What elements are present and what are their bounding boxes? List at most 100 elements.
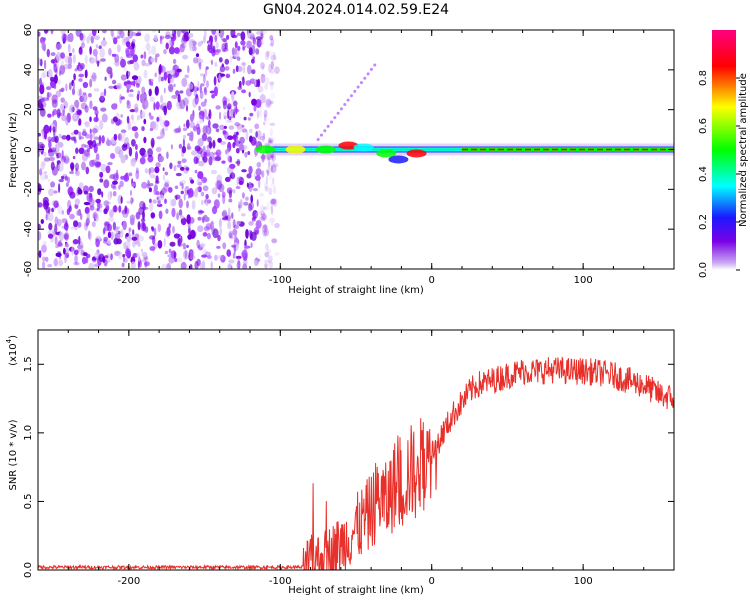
noise-speckle [110,73,113,80]
noise-speckle [105,139,112,146]
noise-speckle [213,152,220,156]
noise-speckle [74,198,80,206]
spectrogram-x-axis-label: Height of straight line (km) [288,285,424,296]
noise-speckle [89,205,95,211]
noise-speckle [65,182,69,188]
noise-speckle [93,88,100,92]
noise-speckle [232,134,239,141]
noise-speckle [237,45,241,51]
noise-speckle [149,183,154,187]
noise-speckle [228,232,233,238]
noise-speckle [72,54,76,64]
noise-speckle [263,132,266,138]
noise-speckle [164,181,169,188]
noise-speckle [169,241,176,247]
noise-speckle [132,54,138,63]
noise-speckle [259,253,262,259]
noise-speckle [56,108,61,119]
noise-speckle [260,212,263,221]
noise-speckle [88,185,94,193]
noise-speckle [81,42,85,49]
noise-speckle [40,161,45,171]
noise-speckle [131,236,138,241]
noise-speckle [232,219,236,229]
noise-speckle [60,97,65,103]
y-tick-label: -20 [23,181,34,197]
noise-speckle [233,100,238,107]
streak-point [353,89,357,93]
noise-speckle [119,94,122,104]
noise-speckle [226,214,231,222]
noise-speckle [85,166,90,175]
noise-speckle [65,243,69,248]
noise-speckle [194,188,198,198]
y-tick-label: 20 [23,103,34,116]
noise-speckle [84,121,88,125]
noise-speckle [76,104,79,112]
noise-speckle [128,227,132,232]
noise-speckle [94,251,100,259]
noise-speckle [131,139,136,147]
noise-speckle [172,225,175,234]
noise-speckle [261,73,266,78]
noise-speckle [208,141,213,149]
noise-speckle [200,101,207,107]
noise-speckle [267,99,272,108]
noise-speckle [89,133,93,141]
noise-speckle [142,222,147,232]
noise-speckle [126,172,129,177]
snr-frame [37,329,675,571]
noise-speckle [259,40,264,46]
noise-speckle [114,146,121,155]
snr-multiplier-text: (x10 [8,343,19,366]
noise-speckle [73,220,79,228]
noise-speckle [226,187,233,194]
streak-point [349,94,353,98]
noise-speckle [198,210,205,214]
noise-speckle [197,80,200,91]
noise-speckle [110,30,114,37]
noise-speckle [202,185,209,192]
noise-speckle [228,198,233,203]
noise-speckle [84,206,90,214]
noise-speckle [241,249,248,259]
noise-speckle [143,69,148,79]
noise-speckle [265,169,269,173]
noise-speckle [42,240,47,246]
noise-speckle [179,236,183,244]
noise-speckle [161,102,167,106]
noise-speckle [274,252,280,256]
noise-speckle [58,259,63,267]
noise-speckle [131,75,139,81]
noise-speckle [101,113,108,123]
noise-speckle [50,59,56,64]
noise-speckle [272,186,277,194]
noise-speckle [103,179,110,189]
noise-speckle [38,132,41,137]
noise-speckle [199,243,206,248]
noise-speckle [82,81,89,89]
noise-speckle [128,172,133,177]
noise-speckle [269,81,275,86]
noise-speckle [67,34,70,42]
noise-speckle [103,200,110,207]
noise-speckle [173,233,180,239]
noise-speckle [179,90,184,94]
noise-speckle [204,87,208,96]
noise-speckle [173,251,176,259]
noise-speckle [140,125,145,131]
noise-speckle [251,98,257,106]
noise-speckle [245,229,249,239]
noise-speckle [166,151,169,159]
noise-speckle [95,54,98,65]
noise-speckle [271,221,274,227]
noise-speckle [247,117,251,121]
noise-speckle [99,95,105,103]
noise-speckle [185,167,190,171]
noise-speckle [262,132,265,142]
noise-speckle [175,65,179,70]
noise-speckle [100,58,106,62]
noise-speckle [265,175,269,185]
noise-speckle [42,70,48,78]
noise-speckle [190,179,195,184]
